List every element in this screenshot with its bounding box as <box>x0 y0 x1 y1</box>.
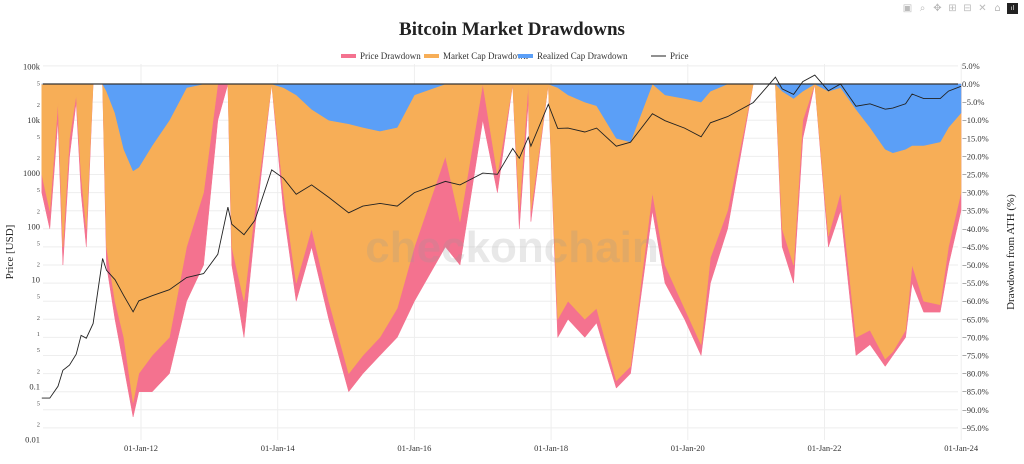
right-tick-label: −30.0% <box>962 188 989 198</box>
legend: Price Drawdown Market Cap Drawdown Realize… <box>341 51 689 61</box>
plotly-logo-icon[interactable]: ıl <box>1007 3 1018 14</box>
right-tick-label: −10.0% <box>962 115 989 125</box>
x-tick-label: 01-Jan-16 <box>397 443 431 453</box>
right-tick-label: −95.0% <box>962 423 989 433</box>
axes: 5.0% 0.0% −5.0% −10.0% −15.0% −20.0% −25.0% −30… <box>23 61 989 453</box>
pan-icon[interactable]: ✥ <box>933 3 942 14</box>
right-tick-label: −50.0% <box>962 260 989 270</box>
left-tick-label: 100 <box>27 221 40 231</box>
left-tick-label: 2 <box>37 422 40 429</box>
left-tick-label: 2 <box>37 368 40 375</box>
left-tick-label: 1 <box>37 331 40 338</box>
zoom-out-icon[interactable]: ⊟ <box>963 3 972 14</box>
x-tick-label: 01-Jan-20 <box>671 443 705 453</box>
right-tick-label: −65.0% <box>962 314 989 324</box>
watermark: checkonchain <box>365 223 658 272</box>
left-tick-label: 5 <box>37 134 40 141</box>
legend-label: Realized Cap Drawdown <box>537 51 628 61</box>
market-cap-drawdown-area <box>41 83 962 403</box>
left-tick-label: 5 <box>37 81 40 88</box>
right-axis-label: Drawdown from ATH (%) <box>1005 194 1017 310</box>
left-tick-label: 10 <box>32 275 41 285</box>
x-tick-label: 01-Jan-24 <box>944 443 979 453</box>
right-tick-label: −45.0% <box>962 242 989 252</box>
left-tick-label: 2 <box>37 102 40 109</box>
left-axis-label: Price [USD] <box>4 225 16 280</box>
legend-label: Price <box>670 51 689 61</box>
price-line <box>41 74 962 399</box>
legend-label: Price Drawdown <box>360 51 421 61</box>
zoom-icon[interactable]: ⌕ <box>919 3 926 14</box>
home-icon[interactable]: ⌂ <box>994 3 1001 14</box>
right-tick-label: −40.0% <box>962 224 989 234</box>
left-tick-label: 5 <box>37 347 40 354</box>
legend-item: Market Cap Drawdown <box>424 51 528 61</box>
right-tick-label: −85.0% <box>962 387 989 397</box>
legend-item: Price <box>651 51 689 61</box>
left-tick-label: 2 <box>37 155 40 162</box>
left-tick-label: 2 <box>37 315 40 322</box>
right-tick-label: −70.0% <box>962 332 989 342</box>
right-tick-label: −60.0% <box>962 296 989 306</box>
left-tick-label: 5 <box>37 187 40 194</box>
right-tick-label: −15.0% <box>962 133 989 143</box>
left-tick-label: 100k <box>23 62 41 72</box>
left-tick-label: 5 <box>37 240 40 247</box>
camera-icon[interactable]: ▣ <box>902 3 913 14</box>
right-tick-label: 0.0% <box>962 79 980 89</box>
autoscale-icon[interactable]: ✕ <box>978 3 987 14</box>
right-tick-label: −55.0% <box>962 278 989 288</box>
x-tick-label: 01-Jan-12 <box>124 443 158 453</box>
right-tick-label: −90.0% <box>962 405 989 415</box>
right-tick-label: −35.0% <box>962 206 989 216</box>
legend-item: Realized Cap Drawdown <box>518 51 628 61</box>
x-tick-label: 01-Jan-22 <box>808 443 842 453</box>
left-tick-label: 5 <box>37 294 40 301</box>
left-tick-label: 0.1 <box>29 381 40 391</box>
x-tick-label: 01-Jan-14 <box>261 443 296 453</box>
chart-title: Bitcoin Market Drawdowns <box>399 19 625 40</box>
left-tick-label: 10k <box>27 115 41 125</box>
right-tick-label: −75.0% <box>962 351 989 361</box>
right-tick-label: −80.0% <box>962 369 989 379</box>
left-tick-label: 1000 <box>23 168 40 178</box>
right-tick-label: −20.0% <box>962 151 989 161</box>
zoom-in-icon[interactable]: ⊞ <box>948 3 957 14</box>
right-tick-label: −25.0% <box>962 170 989 180</box>
right-tick-label: −5.0% <box>962 97 985 107</box>
modebar: ▣ ⌕ ✥ ⊞ ⊟ ✕ ⌂ ıl <box>902 3 1018 14</box>
x-tick-label: 01-Jan-18 <box>534 443 568 453</box>
legend-label: Market Cap Drawdown <box>443 51 528 61</box>
left-tick-label: 5 <box>37 400 40 407</box>
left-tick-label: 2 <box>37 208 40 215</box>
plot-areas <box>41 74 962 418</box>
left-tick-label: 2 <box>37 262 40 269</box>
left-tick-label: 0.01 <box>25 435 40 445</box>
right-tick-label: 5.0% <box>962 61 980 71</box>
legend-item: Price Drawdown <box>341 51 421 61</box>
